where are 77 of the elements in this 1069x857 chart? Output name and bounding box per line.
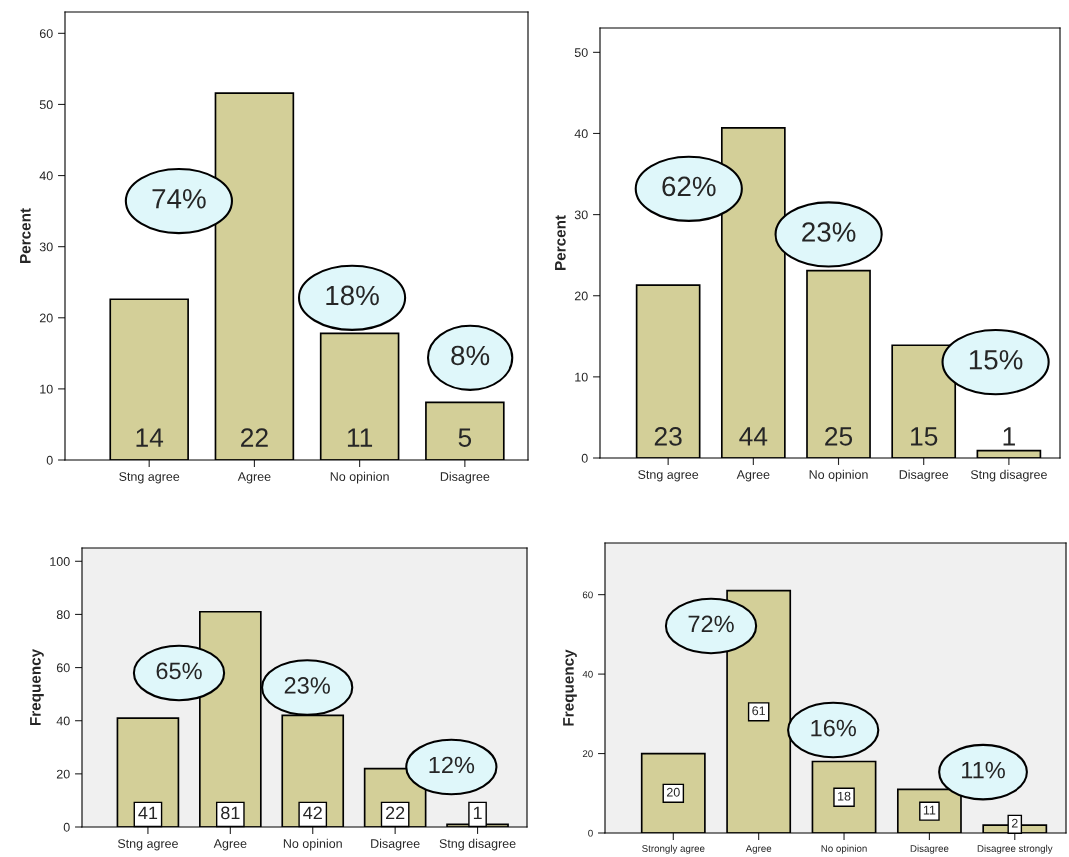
annotation: 25: [825, 427, 853, 446]
data-label: 81: [221, 806, 240, 820]
y-tick-label: 40: [574, 129, 588, 139]
annotation: 5: [458, 428, 472, 447]
x-tick-label: Agree: [736, 470, 770, 482]
y-axis-title: Percent: [555, 215, 566, 270]
y-tick-label: 0: [46, 455, 53, 465]
x-tick-label: Stng agree: [119, 472, 180, 484]
y-tick-label: 0: [581, 453, 588, 463]
x-tick-label: No opinion: [330, 471, 389, 484]
y-tick-label: 0: [63, 822, 70, 832]
y-axis-title: Frequency: [563, 649, 577, 726]
data-label: 22: [386, 806, 405, 820]
y-tick-label: 60: [56, 663, 70, 673]
y-tick-label: 20: [56, 769, 70, 779]
y-tick-label: 40: [39, 171, 53, 181]
annotation: 14: [136, 428, 164, 447]
y-tick-label: 60: [39, 29, 53, 38]
annotation: 12%: [429, 756, 475, 774]
data-label: 20: [666, 787, 680, 797]
annotation: 11%: [962, 761, 1005, 779]
x-tick-label: Disagree: [899, 469, 949, 482]
x-tick-label: Disagree: [371, 838, 420, 851]
y-tick-label: 100: [50, 557, 70, 566]
x-tick-label: Stng agree: [117, 839, 178, 851]
x-tick-label: Disagree strongly: [977, 844, 1053, 854]
annotation: 16%: [811, 719, 856, 737]
data-label: 11: [923, 805, 936, 815]
annotation: 8%: [451, 345, 490, 366]
y-tick-label: 20: [574, 291, 588, 301]
y-tick-label: 50: [39, 100, 53, 110]
y-tick-label: 0: [588, 829, 593, 837]
x-tick-label: Agree: [213, 839, 247, 851]
annotation: 22: [241, 428, 268, 447]
annotation: 74%: [152, 188, 206, 209]
data-label: 18: [838, 791, 851, 801]
annotation: 23: [654, 427, 682, 446]
y-axis-title: Frequency: [30, 648, 44, 726]
x-tick-label: Strongly agree: [642, 844, 705, 854]
annotation: 1: [1003, 427, 1015, 446]
y-tick-label: 30: [39, 242, 53, 252]
x-tick-label: Disagree: [910, 844, 949, 854]
annotation: 18%: [326, 285, 379, 306]
x-tick-label: No opinion: [809, 469, 868, 482]
y-tick-label: 10: [40, 384, 53, 394]
x-tick-label: Stng disagree: [970, 469, 1047, 482]
annotation: 72%: [688, 615, 734, 633]
x-tick-label: Agree: [237, 472, 271, 484]
x-tick-label: Stng disagree: [439, 838, 516, 851]
y-tick-label: 10: [575, 372, 588, 382]
data-label: 42: [303, 806, 322, 820]
y-tick-label: 20: [582, 750, 593, 758]
y-tick-label: 50: [574, 48, 588, 57]
x-tick-label: No opinion: [283, 838, 342, 851]
x-tick-label: Stng agree: [638, 470, 699, 482]
annotation: 11: [347, 428, 373, 447]
x-tick-label: Disagree: [440, 471, 490, 484]
y-tick-label: 30: [574, 210, 588, 220]
data-label: 2: [1011, 818, 1018, 828]
annotation: 15: [911, 427, 938, 446]
y-axis-title: Percent: [20, 208, 31, 263]
annotation: 62%: [662, 176, 716, 197]
y-tick-label: 40: [56, 716, 70, 726]
y-tick-label: 20: [39, 313, 53, 323]
y-tick-label: 40: [582, 670, 593, 678]
annotation: 44: [739, 427, 768, 446]
data-label: 61: [752, 706, 766, 716]
x-tick-label: Agree: [745, 845, 772, 854]
y-tick-label: 60: [582, 591, 593, 599]
y-tick-label: 80: [56, 610, 70, 620]
data-label: 1: [473, 806, 482, 820]
annotation: 65%: [156, 662, 202, 680]
x-tick-label: No opinion: [821, 844, 867, 854]
annotation: 23%: [284, 677, 330, 694]
annotation: 23%: [802, 222, 856, 242]
data-label: 41: [138, 806, 158, 820]
annotation: 15%: [969, 350, 1023, 370]
